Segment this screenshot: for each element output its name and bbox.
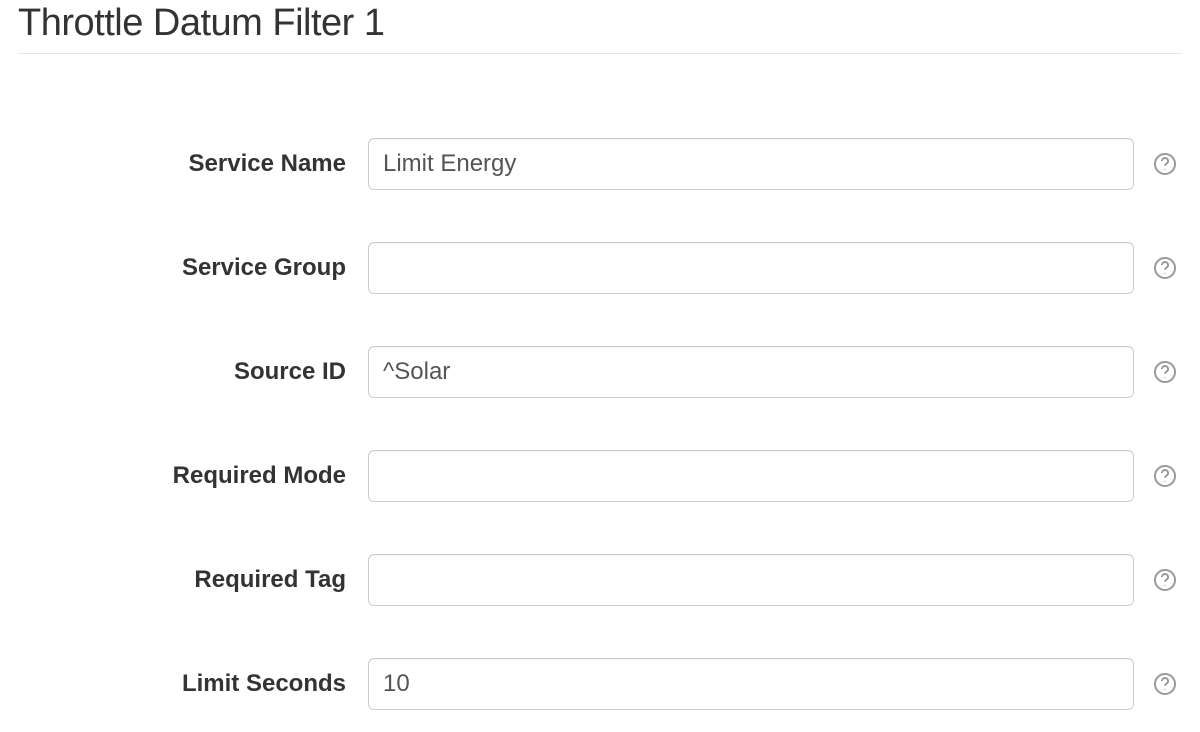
label-service-group: Service Group <box>18 254 368 282</box>
help-icon[interactable] <box>1153 464 1177 488</box>
input-limit-seconds[interactable] <box>368 658 1134 710</box>
help-icon[interactable] <box>1153 256 1177 280</box>
input-required-mode[interactable] <box>368 450 1134 502</box>
help-icon[interactable] <box>1153 672 1177 696</box>
field-row-required-mode: Required Mode <box>18 450 1182 502</box>
label-source-id: Source ID <box>18 358 368 386</box>
field-row-required-tag: Required Tag <box>18 554 1182 606</box>
label-service-name: Service Name <box>18 150 368 178</box>
label-required-mode: Required Mode <box>18 462 368 490</box>
field-row-service-group: Service Group <box>18 242 1182 294</box>
label-required-tag: Required Tag <box>18 566 368 594</box>
input-service-name[interactable] <box>368 138 1134 190</box>
field-row-source-id: Source ID <box>18 346 1182 398</box>
form: Service Name Service Group <box>18 54 1182 710</box>
label-limit-seconds: Limit Seconds <box>18 670 368 698</box>
field-row-service-name: Service Name <box>18 138 1182 190</box>
input-required-tag[interactable] <box>368 554 1134 606</box>
input-source-id[interactable] <box>368 346 1134 398</box>
help-icon[interactable] <box>1153 360 1177 384</box>
input-service-group[interactable] <box>368 242 1134 294</box>
page-title: Throttle Datum Filter 1 <box>18 0 1182 54</box>
help-icon[interactable] <box>1153 568 1177 592</box>
help-icon[interactable] <box>1153 152 1177 176</box>
field-row-limit-seconds: Limit Seconds <box>18 658 1182 710</box>
